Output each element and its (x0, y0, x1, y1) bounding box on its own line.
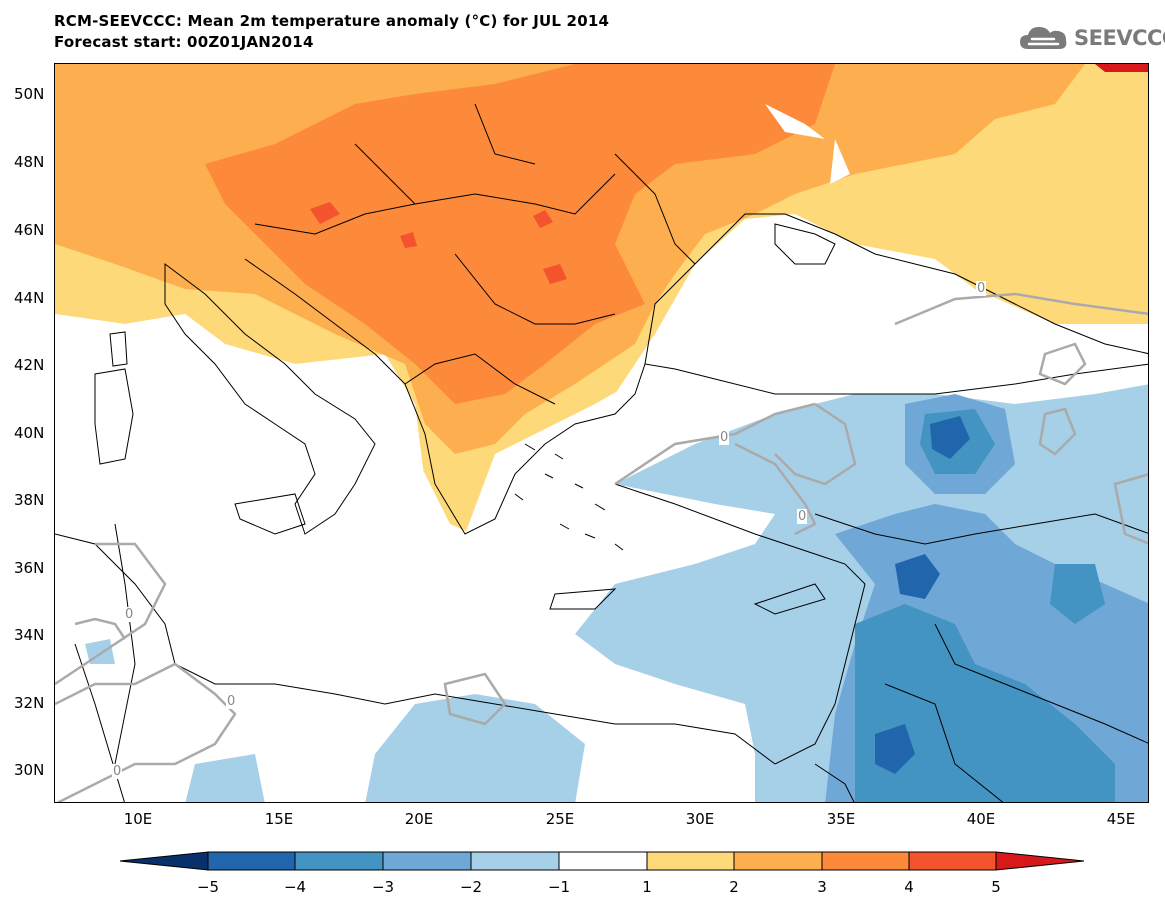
seevccc-logo: SEEVCCC (1018, 22, 1165, 54)
anomaly-map (54, 63, 1149, 803)
forecast-start-subtitle: Forecast start: 00Z01JAN2014 (54, 33, 314, 51)
anomaly-gt5-region (1095, 64, 1148, 72)
anomaly-3to4-region (205, 64, 835, 404)
colorbar-label: 5 (991, 878, 1001, 896)
lon-label: 15E (264, 810, 294, 828)
colorbar-label: −3 (371, 878, 395, 896)
colorbar-label: 3 (817, 878, 827, 896)
lat-label: 42N (14, 356, 45, 374)
lon-label: 35E (826, 810, 856, 828)
lat-label: 32N (14, 694, 45, 712)
anomaly-4to5-region (310, 202, 567, 284)
lon-label: 25E (545, 810, 575, 828)
lon-label: 20E (404, 810, 434, 828)
colorbar-label: −4 (283, 878, 307, 896)
anomaly-minus3to4-region (855, 409, 1115, 802)
colorbar-label: −1 (547, 878, 571, 896)
contour-label: 0 (226, 694, 237, 709)
contour-label: 0 (719, 430, 730, 445)
lat-label: 50N (14, 85, 45, 103)
colorbar (119, 851, 1085, 871)
logo-text: SEEVCCC (1074, 26, 1165, 50)
contour-label: 0 (797, 509, 808, 524)
contour-label: 0 (976, 281, 987, 296)
cloud-icon (1020, 27, 1067, 49)
colorbar-label: −5 (196, 878, 220, 896)
lat-label: 46N (14, 221, 45, 239)
map-canvas (55, 64, 1148, 802)
colorbar-label: 1 (642, 878, 652, 896)
lat-label: 30N (14, 761, 45, 779)
contour-label: 0 (112, 764, 123, 779)
colorbar-label: 4 (904, 878, 914, 896)
map-title: RCM-SEEVCCC: Mean 2m temperature anomaly… (54, 12, 610, 30)
lat-label: 34N (14, 626, 45, 644)
lat-label: 40N (14, 424, 45, 442)
lat-label: 48N (14, 153, 45, 171)
lat-label: 44N (14, 289, 45, 307)
anomaly-minus4to5-region (875, 416, 970, 774)
lat-label: 36N (14, 559, 45, 577)
lon-label: 40E (966, 810, 996, 828)
lon-label: 45E (1106, 810, 1136, 828)
lon-label: 10E (123, 810, 153, 828)
contour-label: 0 (124, 607, 135, 622)
colorbar-label: 2 (729, 878, 739, 896)
lat-label: 38N (14, 491, 45, 509)
colorbar-label: −2 (459, 878, 483, 896)
lon-label: 30E (685, 810, 715, 828)
